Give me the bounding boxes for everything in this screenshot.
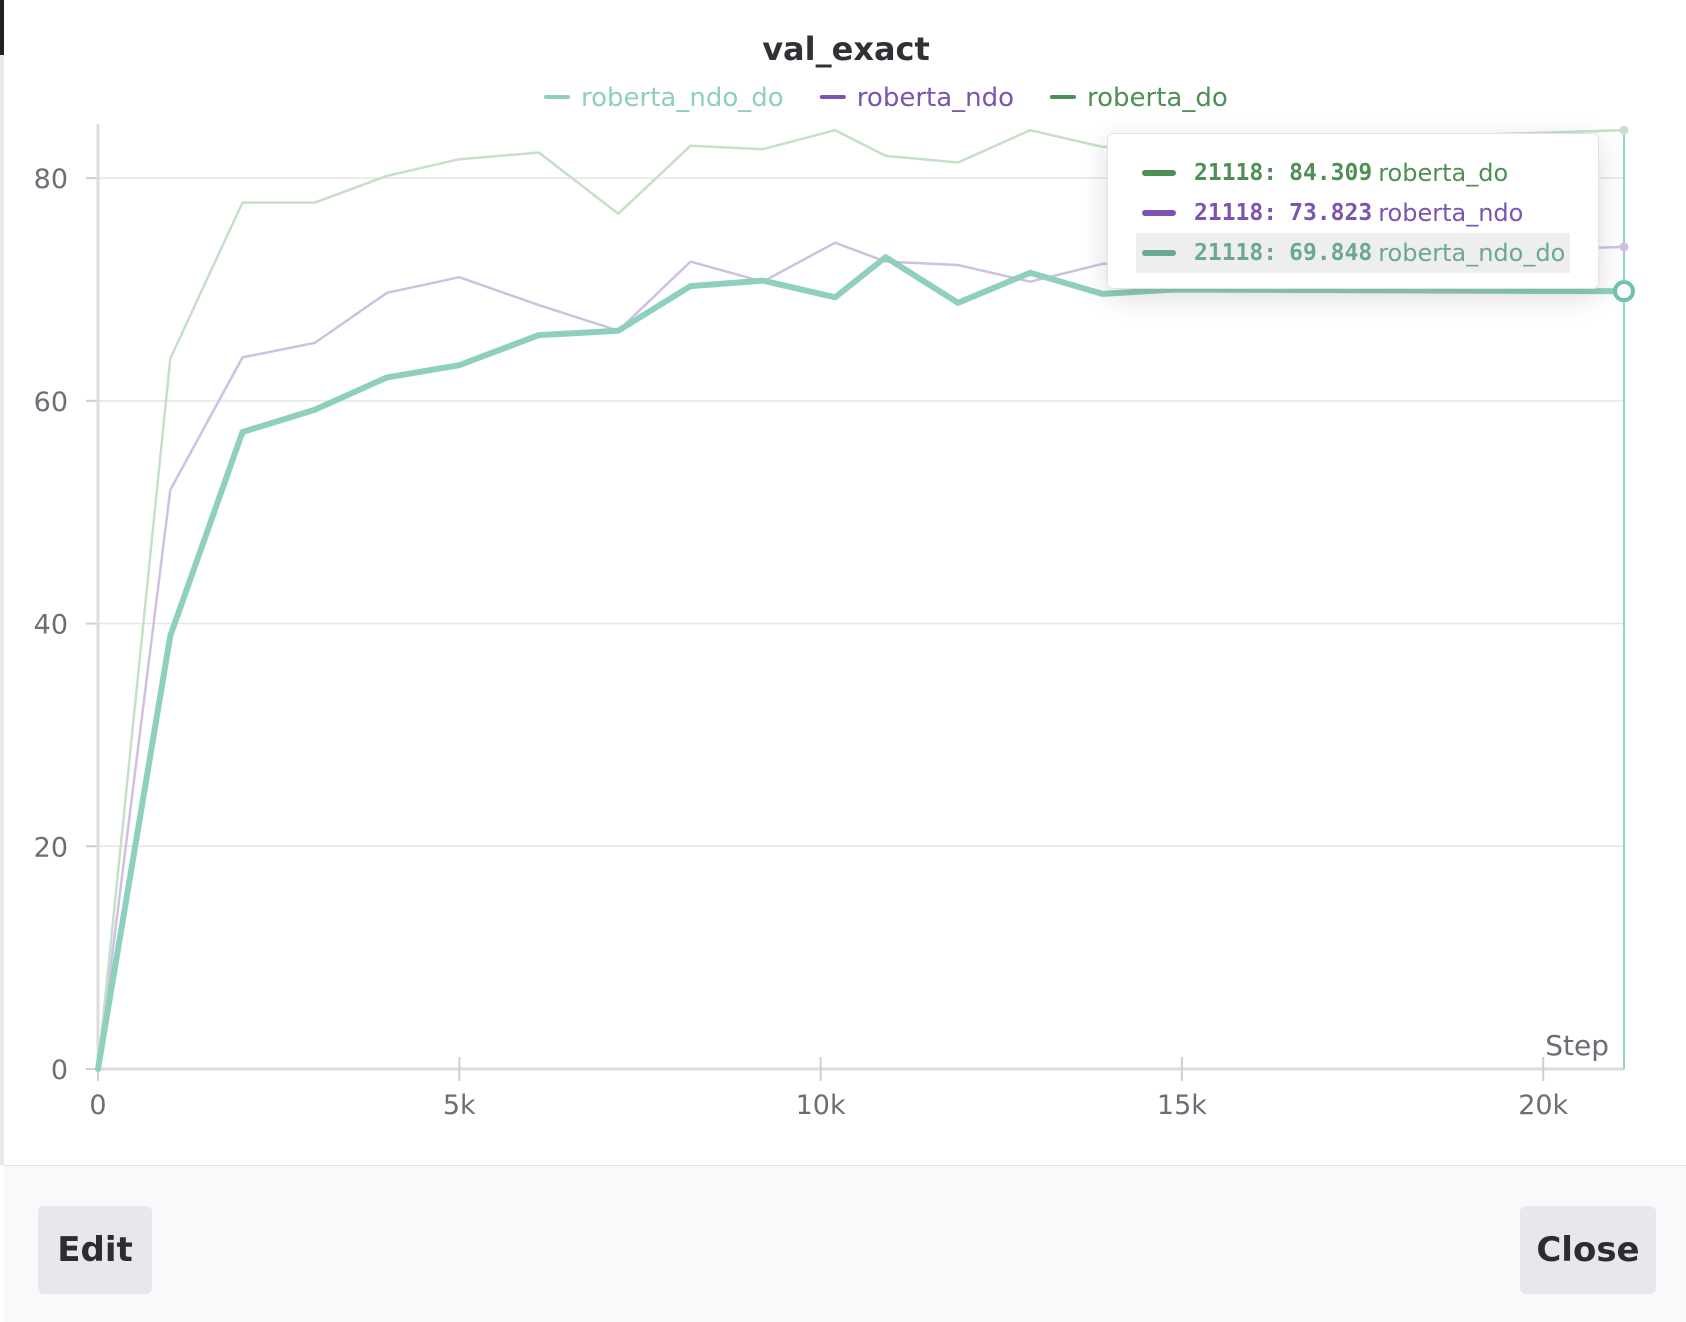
y-tick-label: 60	[34, 387, 68, 418]
tooltip-row-roberta-ndo: 21118: 73.823 roberta_ndo	[1136, 193, 1570, 233]
x-tick-label: 15k	[1157, 1090, 1207, 1121]
hover-tooltip: 21118: 84.309 roberta_do 21118: 73.823 r…	[1107, 133, 1599, 289]
modal-footer: Edit Close	[4, 1165, 1686, 1322]
edit-button[interactable]: Edit	[38, 1206, 152, 1294]
y-tick-label: 80	[34, 164, 68, 195]
legend-label: roberta_do	[1087, 83, 1228, 113]
line-chart[interactable]: val_exact roberta_ndo_do roberta_ndo rober…	[0, 0, 1686, 1165]
tooltip-row-roberta-do: 21118: 84.309 roberta_do	[1136, 153, 1570, 193]
tooltip-swatch	[1142, 210, 1176, 216]
x-tick-label: 20k	[1518, 1090, 1568, 1121]
tooltip-colon: :	[1263, 160, 1278, 186]
x-tick-label: 10k	[796, 1090, 846, 1121]
left-edge-strip	[0, 0, 4, 1165]
tooltip-value: 73.823	[1289, 200, 1373, 226]
y-tick-label: 20	[34, 832, 68, 863]
tooltip-colon: :	[1263, 200, 1278, 226]
x-tick-label: 0	[89, 1090, 106, 1121]
tooltip-series-name: roberta_do	[1378, 159, 1509, 187]
series-layer	[95, 125, 1635, 1072]
tooltip-value: 84.309	[1289, 160, 1373, 186]
left-edge-marker	[0, 0, 4, 55]
y-tick-label: 40	[34, 610, 68, 641]
chart-title: val_exact	[762, 30, 930, 68]
series-line-roberta-ndo-do	[95, 254, 1627, 1072]
tooltip-swatch	[1142, 170, 1176, 176]
tooltip-swatch	[1142, 250, 1176, 256]
hover-point-roberta-ndo-do	[1613, 280, 1635, 303]
series-line-roberta-do	[96, 128, 1626, 1071]
legend: roberta_ndo_do roberta_ndo roberta_do	[544, 83, 1228, 113]
tooltip-row-roberta-ndo-do: 21118: 69.848 roberta_ndo_do	[1136, 233, 1570, 273]
tooltip-series-name: roberta_ndo_do	[1378, 239, 1566, 267]
close-button[interactable]: Close	[1520, 1206, 1656, 1294]
tooltip-step: 21118	[1194, 240, 1264, 266]
tooltip-colon: :	[1263, 240, 1278, 266]
tooltip-series-name: roberta_ndo	[1378, 199, 1524, 227]
tooltip-step: 21118	[1194, 200, 1264, 226]
tooltip-value: 69.848	[1289, 240, 1373, 266]
chart-panel: val_exact roberta_ndo_do roberta_ndo rober…	[0, 0, 1686, 1165]
series-line-roberta-ndo	[96, 241, 1626, 1071]
hover-point-roberta-do	[1619, 125, 1629, 135]
legend-label: roberta_ndo_do	[581, 83, 784, 113]
axes: 0 20 40 60 80 0 5k 10k 15k 20k	[34, 124, 1624, 1121]
y-tick-label: 0	[51, 1055, 68, 1086]
legend-label: roberta_ndo	[857, 83, 1014, 113]
x-axis-label: Step	[1545, 1029, 1609, 1062]
tooltip-step: 21118	[1194, 160, 1264, 186]
hover-point-roberta-ndo	[1619, 242, 1629, 252]
x-tick-label: 5k	[443, 1090, 476, 1121]
